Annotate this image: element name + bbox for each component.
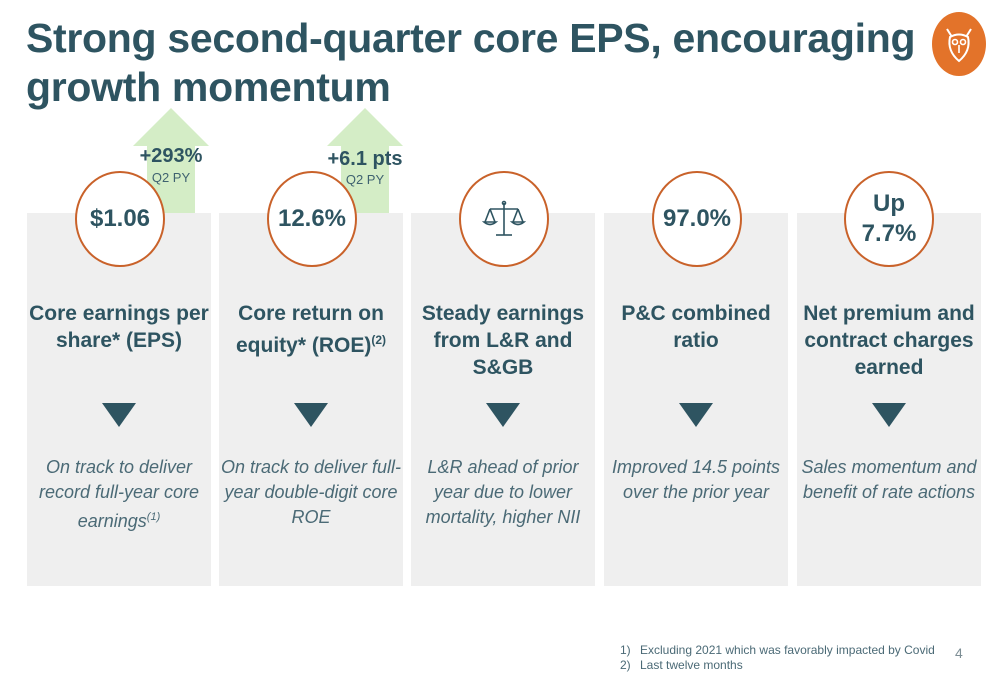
roe-heading-footnote-ref: (2) [371, 333, 386, 347]
net-premium-value: Up 7.7% [861, 190, 917, 247]
net-premium-heading: Net premium and contract charges earned [803, 302, 975, 379]
card-eps [27, 213, 211, 586]
roe-down-triangle [294, 403, 328, 427]
earnings-heading: Steady earnings from L&R and S&GB [421, 302, 585, 379]
scales-icon [482, 200, 526, 236]
eps-metric-value: $1.06 [89, 205, 151, 232]
roe-heading: Core return on equity* (ROE)(2) [235, 302, 386, 357]
net-premium-down-triangle [872, 403, 906, 427]
roe-metric-circle: 12.6% [267, 171, 357, 267]
eps-growth-value: +293% [139, 145, 203, 167]
net-premium-circle: Up 7.7% [844, 171, 934, 267]
card-earnings [411, 213, 595, 586]
slide-title: Strong second-quarter core EPS, encourag… [26, 15, 916, 110]
eps-description: On track to deliver record full-year cor… [38, 457, 200, 531]
eps-growth-period: Q2 PY [151, 170, 191, 185]
combined-ratio-value: 97.0% [662, 205, 732, 232]
roe-growth-period: Q2 PY [345, 172, 385, 187]
earnings-icon-circle [459, 171, 549, 267]
roe-metric-value: 12.6% [277, 205, 347, 232]
roe-description: On track to deliver full-year double-dig… [220, 457, 402, 527]
card-roe [219, 213, 403, 586]
combined-ratio-down-triangle [679, 403, 713, 427]
eps-metric-circle: $1.06 [75, 171, 165, 267]
footnotes: 1) Excluding 2021 which was favorably imp… [620, 643, 935, 673]
combined-ratio-circle: 97.0% [652, 171, 742, 267]
roe-growth-value: +6.1 pts [327, 148, 403, 170]
net-premium-description: Sales momentum and benefit of rate actio… [801, 457, 977, 502]
company-logo [932, 12, 986, 76]
footnote-item: 2) Last twelve months [620, 658, 743, 672]
eps-heading: Core earnings per share* (EPS) [29, 302, 209, 352]
eps-down-triangle [102, 403, 136, 427]
earnings-down-triangle [486, 403, 520, 427]
card-combined-ratio [604, 213, 788, 586]
combined-ratio-heading: P&C combined ratio [621, 302, 771, 352]
owl-icon [946, 28, 972, 63]
eps-desc-footnote-ref: (1) [146, 511, 161, 523]
card-net-premium [797, 213, 981, 586]
combined-ratio-description: Improved 14.5 points over the prior year [611, 457, 781, 502]
earnings-description: L&R ahead of prior year due to lower mor… [425, 457, 581, 527]
footnote-item: 1) Excluding 2021 which was favorably imp… [620, 643, 935, 657]
page-number: 4 [955, 645, 963, 661]
